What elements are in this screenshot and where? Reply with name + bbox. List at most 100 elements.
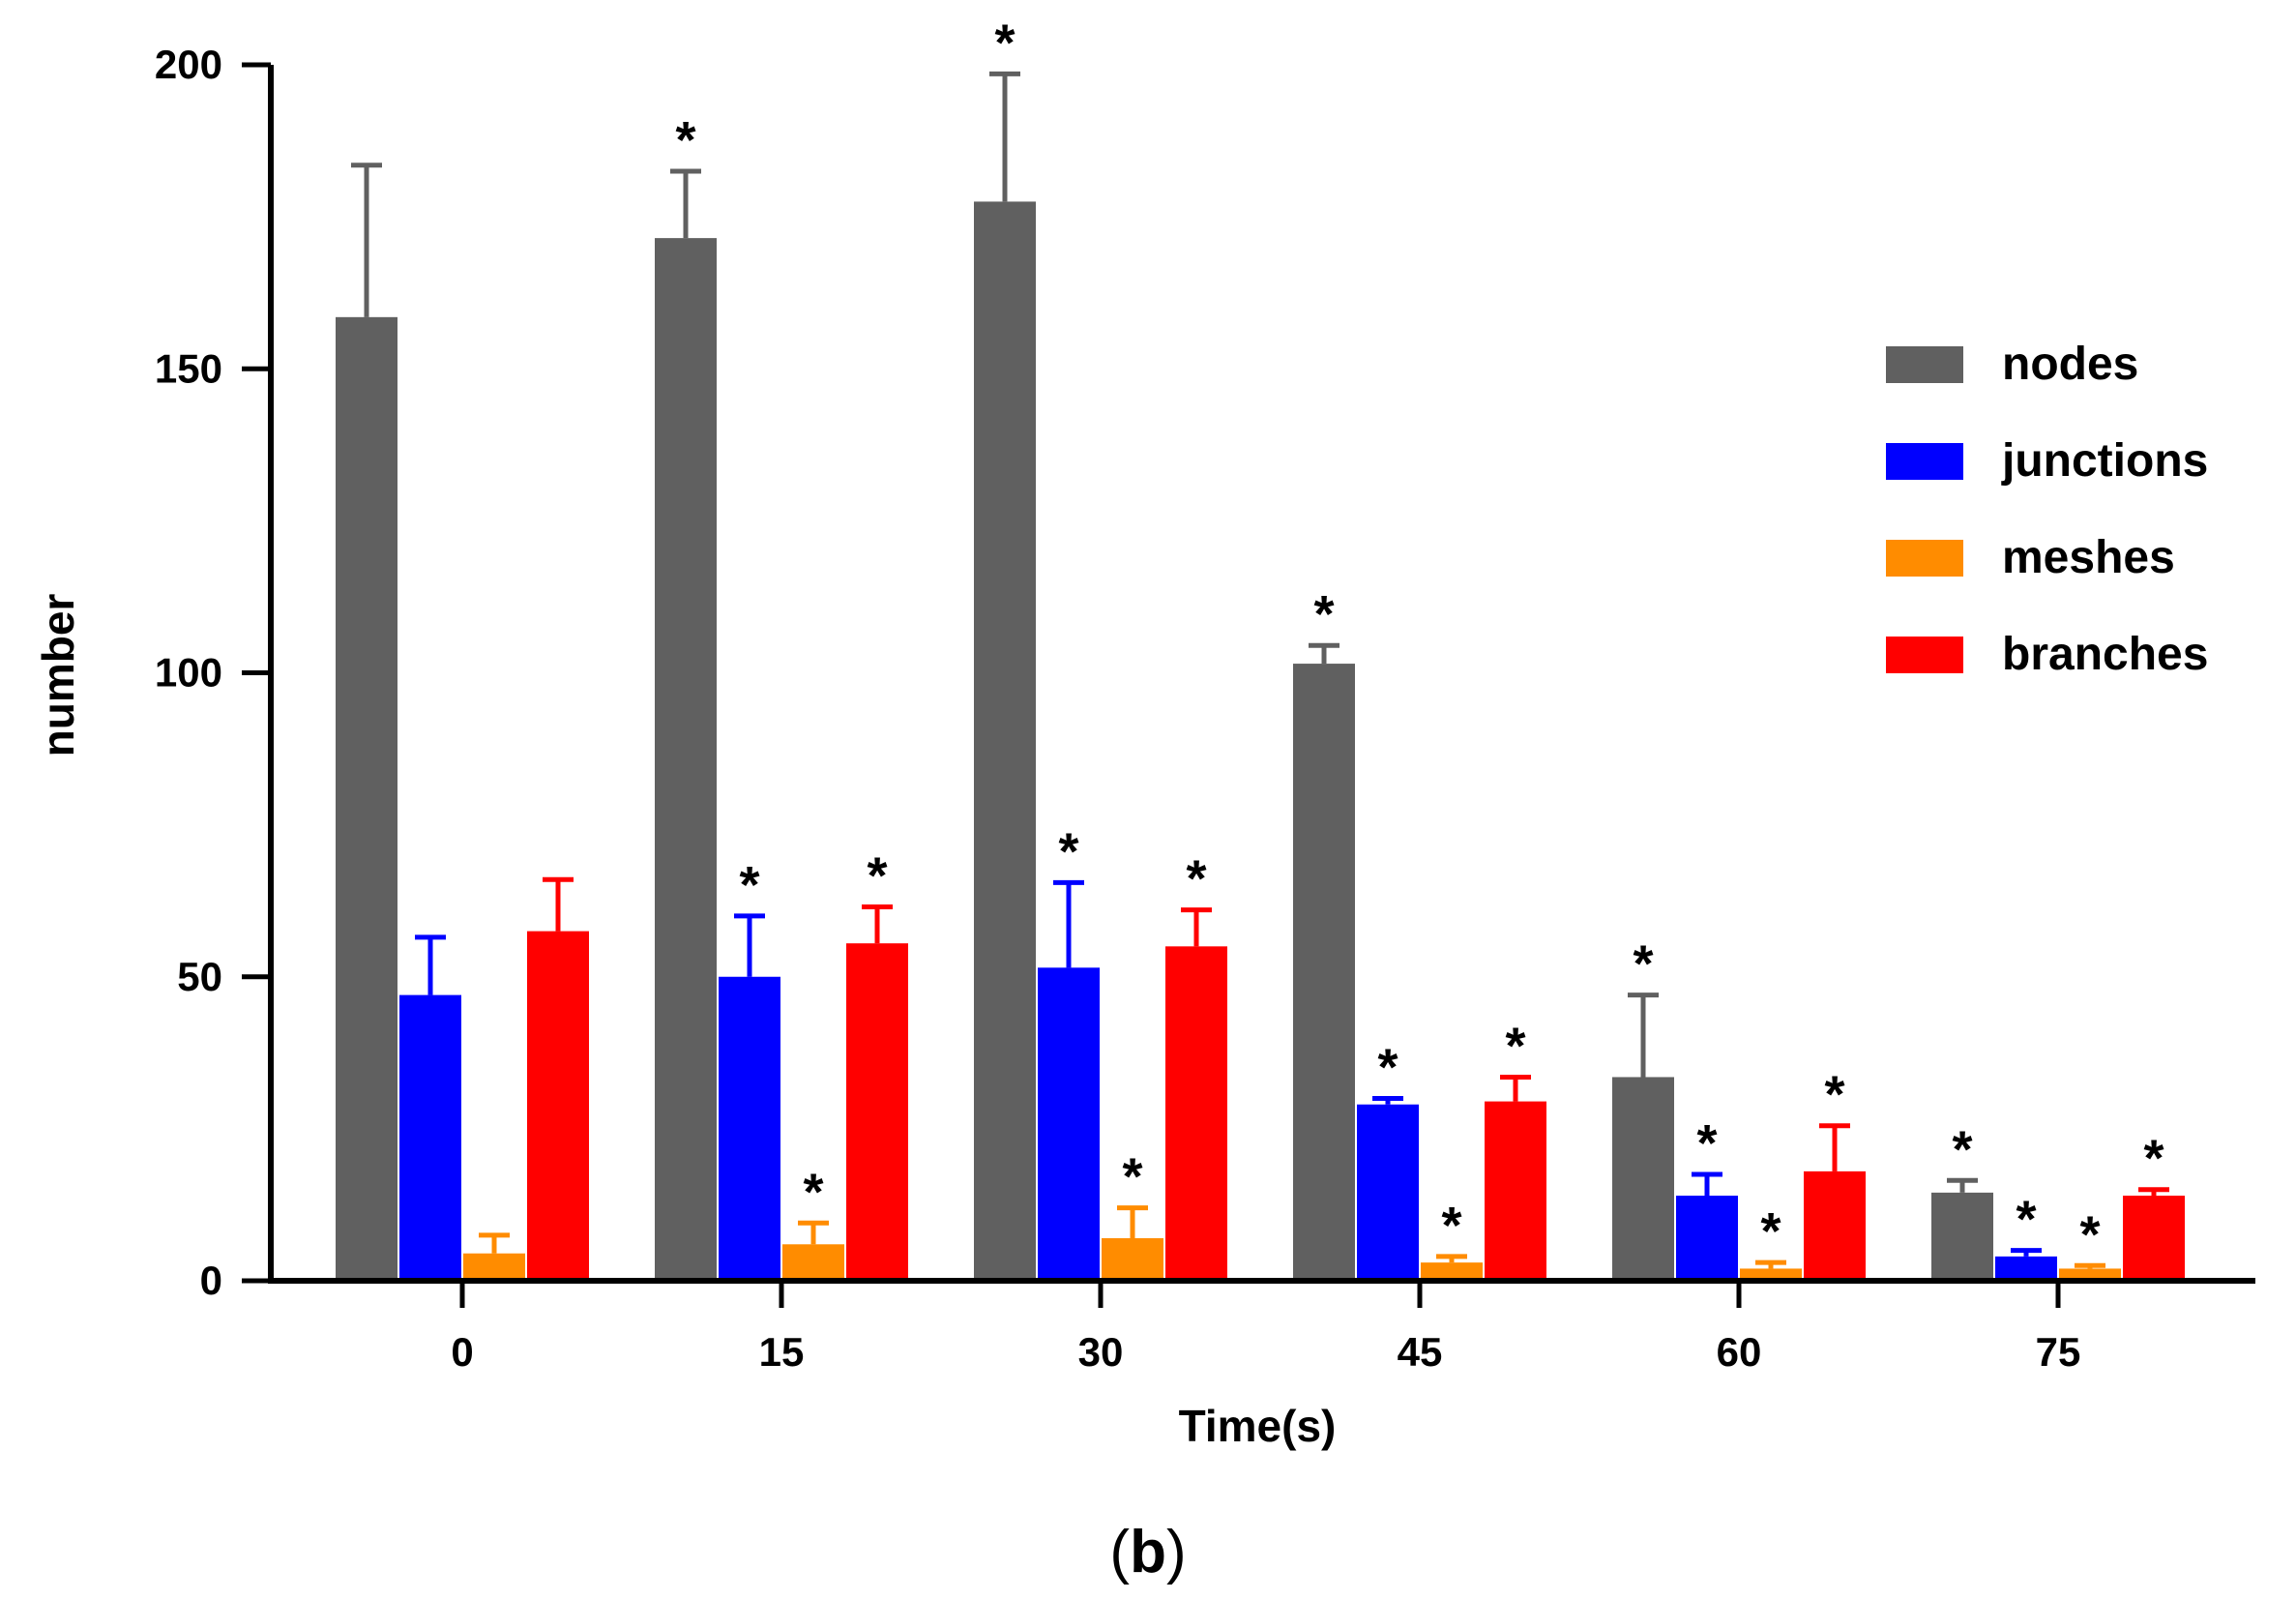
legend-label-meshes: meshes: [2002, 532, 2175, 583]
significance-star-branches-30: *: [1186, 850, 1206, 908]
legend-item-meshes: meshes: [1886, 532, 2175, 583]
bar-meshes-15: [782, 1244, 844, 1281]
significance-star-meshes-60: *: [1760, 1202, 1781, 1260]
figure-caption: (b): [1109, 1519, 1186, 1585]
legend-item-nodes: nodes: [1886, 339, 2138, 390]
legend-item-junctions: junctions: [1886, 435, 2208, 487]
significance-star-nodes-45: *: [1313, 585, 1334, 643]
legend-swatch-branches: [1886, 637, 1963, 673]
bar-nodes-60: [1612, 1077, 1674, 1281]
bar-branches-0: [527, 931, 589, 1281]
error-bar-branches-0: [543, 876, 574, 932]
x-ticks: 0 15 30 45 60 75: [451, 1281, 2080, 1375]
bar-junctions-60: [1676, 1196, 1738, 1281]
bar-nodes-75: [1931, 1192, 1993, 1281]
error-bar-nodes-30: [989, 71, 1020, 202]
bar-junctions-15: [719, 976, 780, 1281]
bar-junctions-75: [1995, 1256, 2057, 1281]
significance-star-nodes-15: *: [675, 111, 695, 169]
bar-branches-30: [1165, 946, 1227, 1281]
error-bar-nodes-75: [1947, 1177, 1978, 1193]
significance-star-meshes-75: *: [2079, 1205, 2100, 1263]
error-bar-junctions-60: [1692, 1171, 1722, 1197]
error-bar-meshes-15: [798, 1220, 829, 1245]
bar-nodes-30: [974, 201, 1036, 1282]
bar-junctions-45: [1357, 1104, 1419, 1281]
error-bar-branches-60: [1819, 1123, 1850, 1171]
legend-item-branches: branches: [1886, 629, 2208, 680]
bar-branches-15: [846, 943, 908, 1281]
x-axis-title: Time(s): [1179, 1401, 1337, 1451]
legend-swatch-nodes: [1886, 346, 1963, 383]
error-bar-meshes-45: [1436, 1254, 1467, 1263]
error-bar-junctions-75: [2011, 1248, 2042, 1257]
x-tick-label-0: 0: [451, 1329, 473, 1375]
y-tick-label-100: 100: [155, 650, 222, 696]
bars-layer: [336, 201, 2185, 1282]
bar-nodes-15: [655, 238, 717, 1281]
significance-star-junctions-15: *: [739, 856, 759, 914]
significance-star-meshes-30: *: [1122, 1148, 1142, 1206]
error-bar-meshes-30: [1117, 1205, 1148, 1239]
significance-star-nodes-30: *: [994, 14, 1015, 72]
bar-branches-60: [1804, 1170, 1866, 1281]
y-tick-label-50: 50: [177, 954, 222, 999]
error-bar-junctions-0: [415, 934, 446, 995]
significance-star-branches-75: *: [2143, 1130, 2164, 1188]
error-bar-meshes-0: [479, 1232, 510, 1254]
significance-star-junctions-60: *: [1696, 1114, 1717, 1172]
bar-meshes-30: [1102, 1238, 1163, 1281]
bar-meshes-60: [1740, 1268, 1802, 1281]
significance-star-junctions-45: *: [1377, 1038, 1398, 1096]
significance-star-nodes-75: *: [1952, 1120, 1972, 1178]
x-tick-label-15: 15: [759, 1329, 805, 1375]
legend: nodes junctions meshes branches: [1886, 339, 2208, 680]
error-bar-meshes-60: [1755, 1259, 1786, 1269]
legend-label-junctions: junctions: [2001, 435, 2208, 487]
x-tick-label-45: 45: [1398, 1329, 1443, 1375]
error-bar-junctions-45: [1372, 1095, 1403, 1105]
x-tick-label-60: 60: [1717, 1329, 1762, 1375]
y-tick-label-150: 150: [155, 345, 222, 391]
error-bar-junctions-30: [1053, 879, 1084, 968]
legend-swatch-meshes: [1886, 540, 1963, 577]
x-tick-label-30: 30: [1078, 1329, 1124, 1375]
significance-star-meshes-15: *: [803, 1163, 823, 1221]
error-bar-nodes-45: [1309, 642, 1339, 665]
bar-meshes-0: [463, 1253, 525, 1281]
x-tick-label-75: 75: [2036, 1329, 2081, 1375]
y-axis-title: number: [33, 594, 83, 757]
significance-markers: * * * * * * * * * * * * * * * * * * * *: [675, 14, 2164, 1263]
bar-meshes-75: [2059, 1268, 2121, 1281]
significance-star-meshes-45: *: [1441, 1197, 1461, 1255]
significance-star-branches-15: *: [867, 846, 887, 904]
bar-nodes-45: [1293, 664, 1355, 1281]
significance-star-branches-60: *: [1824, 1066, 1844, 1124]
y-tick-label-200: 200: [155, 42, 222, 87]
error-bars-layer: [351, 71, 2169, 1269]
bar-meshes-45: [1421, 1262, 1483, 1281]
bar-branches-75: [2123, 1196, 2185, 1281]
bar-branches-45: [1485, 1101, 1546, 1281]
legend-swatch-junctions: [1886, 443, 1963, 480]
error-bar-meshes-75: [2075, 1262, 2105, 1269]
legend-label-branches: branches: [2002, 629, 2208, 680]
significance-star-nodes-60: *: [1633, 935, 1653, 993]
significance-star-junctions-75: *: [2016, 1191, 2036, 1249]
y-tick-label-0: 0: [200, 1258, 222, 1303]
error-bar-branches-15: [862, 904, 893, 944]
bar-nodes-0: [336, 316, 397, 1281]
error-bar-branches-30: [1181, 907, 1212, 947]
legend-label-nodes: nodes: [2002, 339, 2138, 390]
error-bar-nodes-0: [351, 163, 382, 317]
error-bar-junctions-15: [734, 913, 765, 977]
bar-junctions-0: [399, 994, 461, 1281]
error-bar-branches-45: [1500, 1074, 1531, 1102]
significance-star-branches-45: *: [1505, 1017, 1525, 1075]
significance-star-junctions-30: *: [1058, 822, 1078, 880]
error-bar-branches-75: [2138, 1187, 2169, 1197]
y-ticks: 0 50 100 150 200: [155, 42, 271, 1303]
error-bar-nodes-60: [1628, 993, 1659, 1078]
bar-junctions-30: [1038, 967, 1100, 1281]
